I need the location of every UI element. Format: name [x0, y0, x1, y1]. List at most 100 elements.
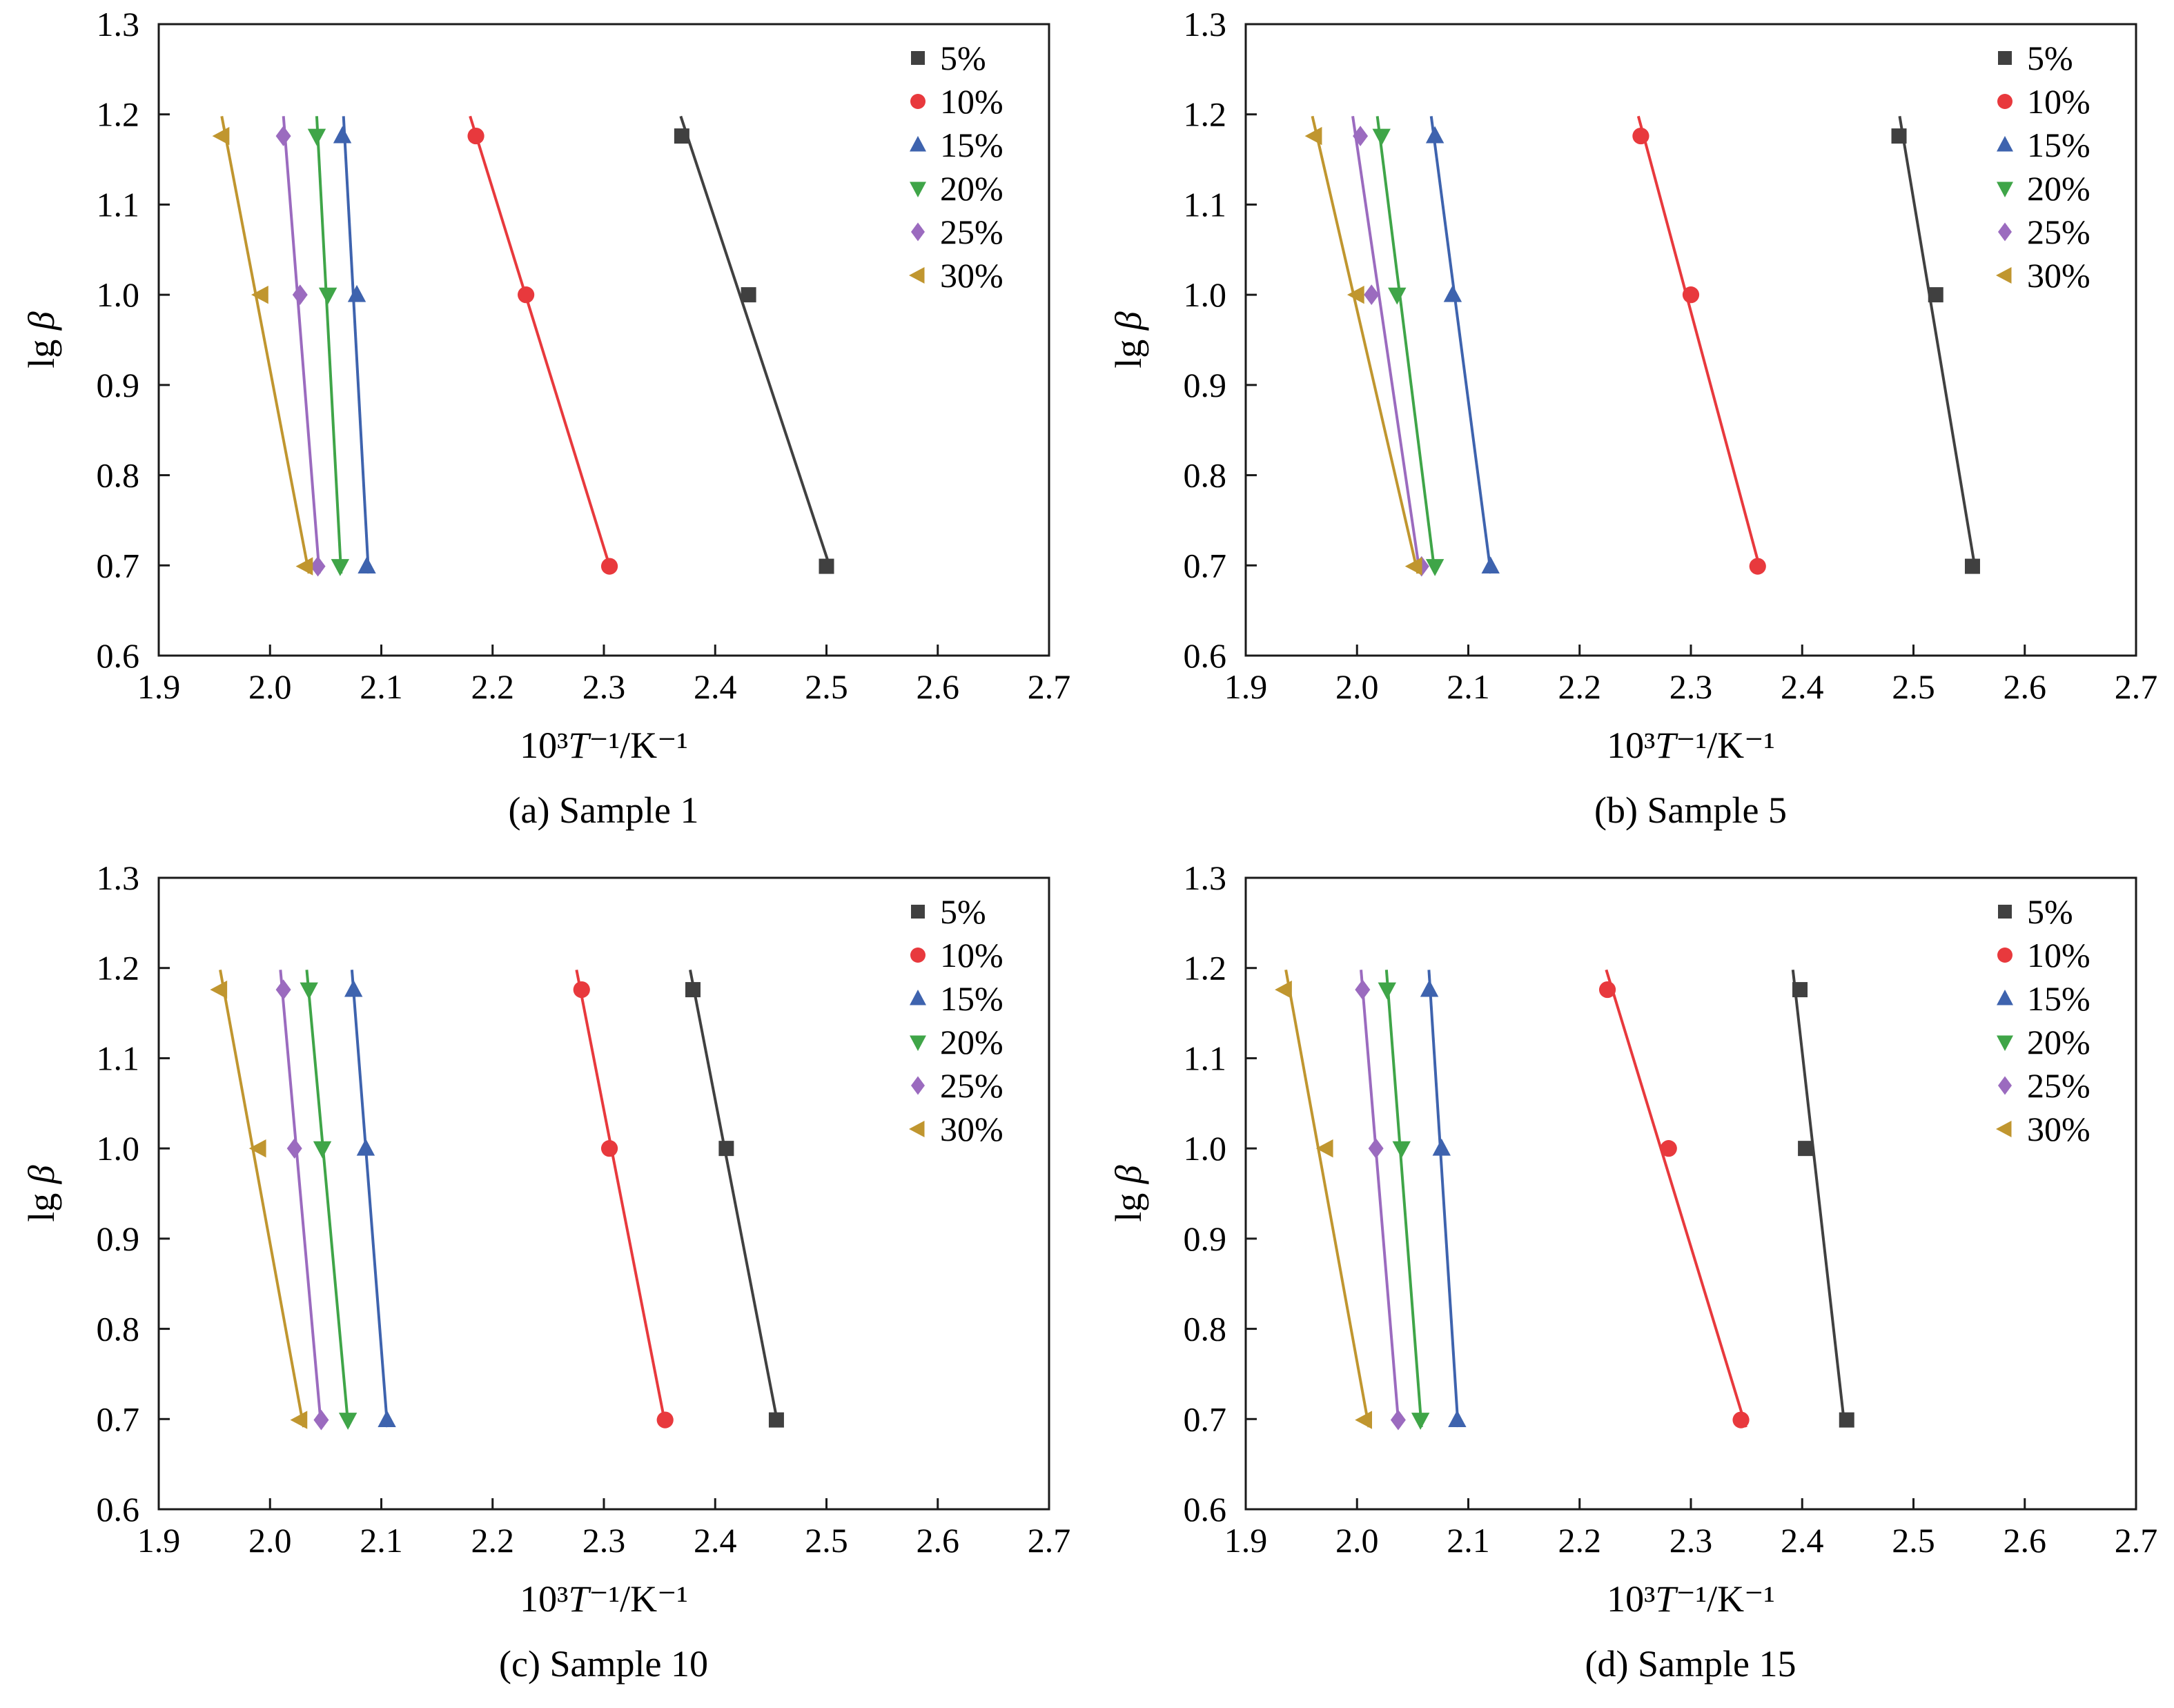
- marker-triangle-up: [347, 284, 366, 302]
- x-tick-label: 2.5: [805, 1521, 848, 1560]
- x-axis-label: 10³T⁻¹/K⁻¹: [1607, 725, 1775, 766]
- marker-triangle-up: [378, 1410, 396, 1428]
- marker-diamond: [1390, 1409, 1406, 1431]
- x-tick-label: 2.2: [471, 1521, 515, 1560]
- marker-triangle-down: [318, 287, 337, 305]
- marker-square: [685, 982, 701, 998]
- x-tick-label: 2.1: [360, 1521, 403, 1560]
- x-axis-label: 10³T⁻¹/K⁻¹: [520, 725, 688, 766]
- series-line-15%: [1429, 116, 1493, 574]
- x-tick-label: 2.1: [360, 667, 403, 706]
- marker-circle: [518, 286, 535, 304]
- y-tick-label: 1.3: [97, 5, 140, 43]
- x-tick-label: 2.7: [1028, 1521, 1071, 1560]
- marker-triangle-down: [1378, 982, 1396, 1000]
- series-line-10%: [1605, 969, 1747, 1428]
- marker-triangle-up: [356, 1138, 375, 1156]
- x-tick-label: 2.6: [917, 667, 960, 706]
- marker-triangle-down: [331, 559, 350, 576]
- y-tick-label: 1.2: [1184, 95, 1227, 134]
- marker-diamond: [1998, 222, 2012, 242]
- y-axis-label: lg β: [1108, 1165, 1149, 1222]
- marker-circle: [600, 1140, 618, 1157]
- y-tick-label: 1.2: [1184, 949, 1227, 988]
- series-line-25%: [282, 116, 321, 574]
- x-tick-label: 2.7: [2115, 667, 2158, 706]
- marker-triangle-left: [1315, 1139, 1333, 1158]
- y-tick-label: 1.0: [97, 275, 140, 314]
- y-tick-label: 0.9: [97, 1219, 140, 1258]
- marker-triangle-down: [910, 181, 926, 197]
- series-line-5%: [1791, 970, 1846, 1428]
- chart-b-svg: 1.9 2.0 2.1 2.2 2.3 2.4 2.5 2.6 2.7 0.6 0.7 0.8 0.9 1…: [1108, 5, 2158, 766]
- legend-label-30%: 30%: [940, 256, 1003, 295]
- marker-triangle-left: [1275, 980, 1292, 999]
- legend-label-5%: 5%: [2027, 892, 2073, 931]
- marker-triangle-left: [1304, 126, 1322, 146]
- marker-triangle-left: [1996, 267, 2012, 284]
- legend-label-20%: 20%: [2027, 1023, 2090, 1061]
- series-line-5%: [679, 115, 834, 574]
- marker-diamond: [313, 1409, 329, 1431]
- marker-square: [911, 905, 925, 919]
- series-line-10%: [469, 115, 614, 574]
- marker-circle: [1997, 94, 2013, 109]
- series-line-25%: [279, 970, 323, 1428]
- legend-label-10%: 10%: [940, 936, 1003, 974]
- marker-diamond: [275, 979, 291, 1000]
- marker-square: [1928, 287, 1943, 303]
- marker-triangle-left: [212, 126, 230, 146]
- chart-d-caption: (d) Sample 15: [1585, 1643, 1796, 1685]
- chart-panel-a: 1.9 2.0 2.1 2.2 2.3 2.4 2.5 2.6 2.7 0.6 0.7 0.8 0.9 1…: [0, 0, 1087, 854]
- y-tick-label: 1.1: [1184, 185, 1227, 224]
- y-axis-label: lg β: [21, 1165, 62, 1222]
- marker-triangle-left: [909, 1121, 925, 1137]
- marker-triangle-left: [251, 285, 268, 304]
- x-tick-label: 2.7: [2115, 1521, 2158, 1560]
- marker-triangle-up: [1997, 136, 2013, 152]
- y-tick-label: 0.6: [1184, 1490, 1227, 1529]
- y-tick-label: 1.1: [97, 185, 140, 224]
- y-tick-label: 0.8: [1184, 456, 1227, 495]
- marker-square: [1891, 128, 1907, 144]
- chart-c-caption: (c) Sample 10: [499, 1643, 708, 1685]
- marker-triangle-down: [1425, 559, 1445, 576]
- x-tick-label: 2.3: [1669, 1521, 1713, 1560]
- legend-label-30%: 30%: [2027, 256, 2090, 295]
- x-tick-label: 2.5: [805, 667, 848, 706]
- marker-triangle-down: [1392, 1141, 1411, 1159]
- chart-b-caption: (b) Sample 5: [1594, 789, 1787, 831]
- y-tick-label: 0.6: [97, 1490, 140, 1529]
- marker-triangle-down: [300, 982, 318, 1000]
- marker-triangle-left: [1996, 1121, 2012, 1137]
- legend-label-20%: 20%: [940, 1023, 1003, 1061]
- x-tick-label: 2.4: [1781, 1521, 1824, 1560]
- marker-triangle-down: [1997, 181, 2013, 197]
- series-line-10%: [575, 969, 667, 1428]
- y-tick-label: 0.8: [97, 456, 140, 495]
- marker-triangle-down: [1997, 1035, 2013, 1051]
- series-line-30%: [1311, 115, 1420, 574]
- plot-frame: [157, 876, 1050, 1511]
- y-tick-label: 1.1: [1184, 1039, 1227, 1077]
- y-tick-label: 1.2: [97, 949, 140, 988]
- x-axis-label: 10³T⁻¹/K⁻¹: [520, 1578, 688, 1620]
- y-tick-label: 1.2: [97, 95, 140, 134]
- y-tick-label: 0.8: [97, 1310, 140, 1348]
- y-tick-label: 1.3: [1184, 5, 1227, 43]
- series-line-15%: [350, 970, 389, 1428]
- marker-square: [718, 1141, 734, 1157]
- marker-triangle-left: [248, 1139, 266, 1158]
- chart-panel-d: 1.9 2.0 2.1 2.2 2.3 2.4 2.5 2.6 2.7 0.6 0.7 0.8 0.9 1…: [1087, 854, 2174, 1707]
- series-line-20%: [1384, 970, 1423, 1428]
- legend-label-25%: 25%: [940, 213, 1003, 251]
- x-tick-label: 2.0: [248, 667, 292, 706]
- marker-triangle-left: [1355, 1411, 1372, 1429]
- x-tick-label: 2.0: [248, 1521, 292, 1560]
- marker-circle: [1598, 981, 1616, 999]
- marker-triangle-down: [1411, 1413, 1430, 1430]
- marker-diamond: [1368, 1138, 1384, 1159]
- series-line-20%: [305, 970, 350, 1428]
- marker-circle: [656, 1411, 674, 1429]
- x-tick-label: 2.4: [694, 667, 737, 706]
